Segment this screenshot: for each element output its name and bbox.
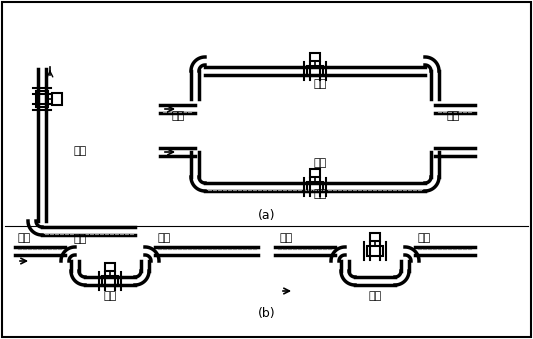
Bar: [370, 233, 380, 241]
Bar: [52, 93, 62, 105]
Text: 液体: 液体: [172, 111, 184, 121]
Text: 气泡: 气泡: [18, 233, 31, 243]
Text: 液体: 液体: [313, 189, 327, 199]
Text: 错误: 错误: [313, 158, 327, 168]
Text: 正确: 正确: [313, 79, 327, 89]
Text: 正确: 正确: [103, 291, 117, 301]
Bar: [102, 276, 118, 286]
Bar: [307, 182, 323, 192]
Bar: [367, 246, 383, 256]
Text: (b): (b): [258, 307, 276, 320]
Text: 气泡: 气泡: [280, 233, 293, 243]
Text: 气泡: 气泡: [158, 233, 171, 243]
Bar: [310, 53, 320, 61]
Text: 液体: 液体: [74, 234, 87, 244]
Text: 气泡: 气泡: [418, 233, 431, 243]
Bar: [105, 263, 115, 271]
Bar: [307, 66, 323, 76]
Bar: [310, 169, 320, 177]
Text: 正确: 正确: [74, 146, 87, 156]
Bar: [36, 91, 48, 107]
Text: (a): (a): [259, 209, 276, 222]
Text: 错误: 错误: [368, 291, 382, 301]
Text: 液体: 液体: [446, 111, 459, 121]
